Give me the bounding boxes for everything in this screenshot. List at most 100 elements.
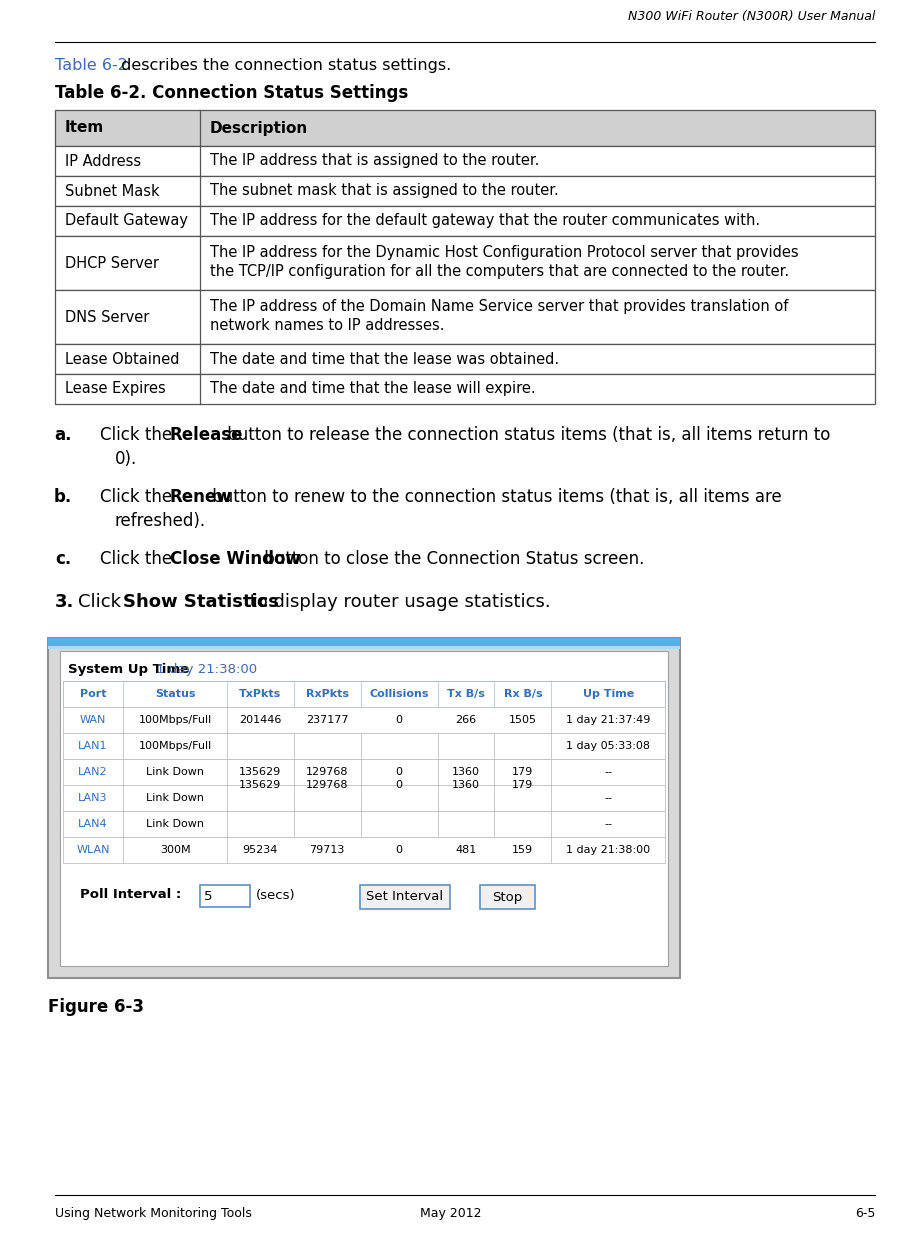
Text: Lease Expires: Lease Expires bbox=[65, 382, 166, 397]
Text: Rx B/s: Rx B/s bbox=[504, 690, 542, 700]
Text: the TCP/IP configuration for all the computers that are connected to the router.: the TCP/IP configuration for all the com… bbox=[210, 263, 789, 278]
Bar bbox=[55, 374, 875, 404]
Text: 79713: 79713 bbox=[310, 845, 345, 855]
Text: 179: 179 bbox=[513, 767, 533, 777]
Text: describes the connection status settings.: describes the connection status settings… bbox=[116, 59, 451, 74]
Text: Set Interval: Set Interval bbox=[367, 890, 443, 904]
Bar bbox=[63, 707, 665, 733]
Text: LAN4: LAN4 bbox=[78, 819, 108, 829]
Bar bbox=[63, 733, 665, 759]
Text: Collisions: Collisions bbox=[369, 690, 429, 700]
Text: IP Address: IP Address bbox=[65, 153, 141, 168]
Text: LAN2: LAN2 bbox=[78, 767, 108, 777]
Text: Item: Item bbox=[65, 121, 105, 136]
Text: The date and time that the lease was obtained.: The date and time that the lease was obt… bbox=[210, 352, 560, 367]
Text: --: -- bbox=[605, 793, 612, 803]
Text: (secs): (secs) bbox=[256, 889, 296, 903]
Text: --: -- bbox=[605, 767, 612, 777]
Text: Poll Interval :: Poll Interval : bbox=[80, 889, 181, 902]
Text: Up Time: Up Time bbox=[583, 690, 633, 700]
Text: 1505: 1505 bbox=[509, 715, 537, 725]
Text: 5: 5 bbox=[204, 889, 213, 903]
Bar bbox=[48, 638, 680, 646]
Bar bbox=[63, 811, 665, 837]
Text: 135629: 135629 bbox=[239, 781, 281, 791]
Text: 1 day 05:33:08: 1 day 05:33:08 bbox=[566, 741, 651, 751]
Bar bbox=[48, 646, 680, 648]
Text: Default Gateway: Default Gateway bbox=[65, 213, 188, 228]
Text: network names to IP addresses.: network names to IP addresses. bbox=[210, 318, 444, 333]
Text: The IP address for the Dynamic Host Configuration Protocol server that provides: The IP address for the Dynamic Host Conf… bbox=[210, 244, 798, 259]
Bar bbox=[63, 837, 665, 863]
Text: 481: 481 bbox=[455, 845, 477, 855]
Text: 1 day 21:38:00: 1 day 21:38:00 bbox=[152, 662, 257, 676]
Text: b.: b. bbox=[54, 488, 72, 506]
Text: Description: Description bbox=[210, 121, 308, 136]
Text: DNS Server: DNS Server bbox=[65, 309, 150, 324]
Text: LAN3: LAN3 bbox=[78, 793, 108, 803]
Text: RxPkts: RxPkts bbox=[305, 690, 349, 700]
Text: Tx B/s: Tx B/s bbox=[447, 690, 485, 700]
Text: Close Window: Close Window bbox=[169, 550, 300, 567]
Text: 95234: 95234 bbox=[242, 845, 278, 855]
Text: 1 day 21:37:49: 1 day 21:37:49 bbox=[566, 715, 651, 725]
Text: Port: Port bbox=[80, 690, 106, 700]
Text: The IP address that is assigned to the router.: The IP address that is assigned to the r… bbox=[210, 153, 540, 168]
Text: 1360: 1360 bbox=[452, 781, 480, 791]
Text: Table 6-2: Table 6-2 bbox=[55, 59, 128, 74]
Text: Subnet Mask: Subnet Mask bbox=[65, 183, 159, 198]
Bar bbox=[55, 206, 875, 236]
Text: The date and time that the lease will expire.: The date and time that the lease will ex… bbox=[210, 382, 535, 397]
Bar bbox=[55, 110, 875, 146]
Text: 237177: 237177 bbox=[306, 715, 349, 725]
Text: Status: Status bbox=[155, 690, 196, 700]
Text: Click: Click bbox=[78, 594, 127, 611]
Text: button to close the Connection Status screen.: button to close the Connection Status sc… bbox=[259, 550, 644, 567]
Text: WLAN: WLAN bbox=[77, 845, 110, 855]
Text: 1360: 1360 bbox=[452, 767, 480, 777]
Text: Show Statistics: Show Statistics bbox=[123, 594, 279, 611]
Bar bbox=[60, 651, 668, 966]
Text: Click the: Click the bbox=[100, 488, 177, 506]
Text: 3.: 3. bbox=[55, 594, 75, 611]
Text: 179: 179 bbox=[513, 781, 533, 791]
Text: button to release the connection status items (that is, all items return to: button to release the connection status … bbox=[222, 426, 830, 444]
Text: 159: 159 bbox=[513, 845, 533, 855]
Text: --: -- bbox=[605, 819, 612, 829]
Text: 129768: 129768 bbox=[306, 767, 349, 777]
Text: Using Network Monitoring Tools: Using Network Monitoring Tools bbox=[55, 1207, 252, 1220]
Bar bbox=[55, 236, 875, 291]
Text: Lease Obtained: Lease Obtained bbox=[65, 352, 179, 367]
Bar bbox=[63, 786, 665, 811]
Text: LAN1: LAN1 bbox=[78, 741, 108, 751]
Text: Release: Release bbox=[169, 426, 243, 444]
Text: to display router usage statistics.: to display router usage statistics. bbox=[244, 594, 551, 611]
Text: The IP address for the default gateway that the router communicates with.: The IP address for the default gateway t… bbox=[210, 213, 760, 228]
Text: May 2012: May 2012 bbox=[420, 1207, 481, 1220]
Bar bbox=[480, 885, 535, 909]
Text: Link Down: Link Down bbox=[146, 767, 204, 777]
Bar bbox=[55, 291, 875, 344]
Text: 1 day 21:38:00: 1 day 21:38:00 bbox=[566, 845, 651, 855]
Bar bbox=[63, 681, 665, 707]
Bar bbox=[200, 885, 250, 907]
Text: Link Down: Link Down bbox=[146, 793, 204, 803]
Text: The IP address of the Domain Name Service server that provides translation of: The IP address of the Domain Name Servic… bbox=[210, 299, 788, 314]
Text: Click the: Click the bbox=[100, 426, 177, 444]
Text: Click the: Click the bbox=[100, 550, 177, 567]
Text: button to renew to the connection status items (that is, all items are: button to renew to the connection status… bbox=[207, 488, 781, 506]
Text: a.: a. bbox=[54, 426, 72, 444]
Text: 6-5: 6-5 bbox=[855, 1207, 875, 1220]
Bar bbox=[55, 344, 875, 374]
Bar bbox=[55, 176, 875, 206]
Bar bbox=[55, 146, 875, 176]
Text: 201446: 201446 bbox=[239, 715, 281, 725]
Bar bbox=[48, 638, 680, 978]
Text: 0: 0 bbox=[396, 715, 403, 725]
Text: The subnet mask that is assigned to the router.: The subnet mask that is assigned to the … bbox=[210, 183, 559, 198]
Text: Stop: Stop bbox=[492, 890, 523, 904]
Text: 0: 0 bbox=[396, 845, 403, 855]
Text: 266: 266 bbox=[455, 715, 477, 725]
Text: 100Mbps/Full: 100Mbps/Full bbox=[139, 741, 212, 751]
Text: DHCP Server: DHCP Server bbox=[65, 256, 159, 271]
